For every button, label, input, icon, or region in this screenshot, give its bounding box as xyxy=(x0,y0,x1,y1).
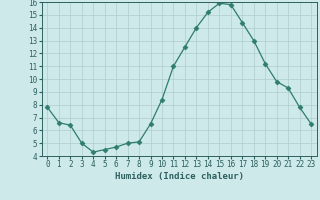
X-axis label: Humidex (Indice chaleur): Humidex (Indice chaleur) xyxy=(115,172,244,181)
